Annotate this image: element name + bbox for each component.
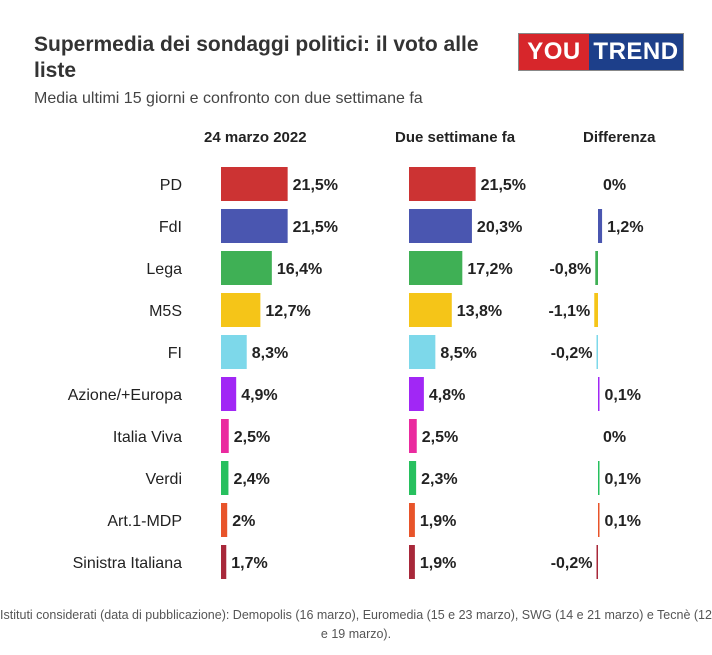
category-label: Azione/+Europa [68, 387, 182, 404]
bar-difference [596, 335, 598, 369]
data-label-difference: 0,1% [605, 513, 641, 530]
data-label-previous: 4,8% [429, 387, 465, 404]
data-label-current: 1,7% [231, 555, 267, 572]
youtrend-logo: YOU TREND [518, 33, 684, 71]
category-label: PD [160, 177, 182, 194]
bar-previous [409, 545, 415, 579]
bar-current [221, 251, 272, 285]
category-label: Lega [146, 261, 182, 278]
data-label-difference: 0,1% [605, 471, 641, 488]
bar-current [221, 461, 229, 495]
category-label: M5S [149, 303, 182, 320]
data-label-previous: 8,5% [440, 345, 476, 362]
category-label: Sinistra Italiana [73, 555, 182, 572]
bar-current [221, 503, 228, 537]
data-label-current: 12,7% [265, 303, 310, 320]
data-label-difference: -1,1% [548, 303, 590, 320]
data-label-previous: 2,5% [422, 429, 458, 446]
logo-you: YOU [519, 34, 589, 70]
bar-current [221, 335, 247, 369]
bar-current [221, 419, 229, 453]
bar-difference [596, 545, 598, 579]
bar-chart: PD 21,5% 21,5% 0% FdI 21,5% 20,3% 1,2% Lega 16,4%… [68, 167, 644, 579]
category-label: Verdi [146, 471, 182, 488]
footnote: Istituti considerati (data di pubblicazi… [0, 608, 712, 641]
bar-previous [409, 419, 417, 453]
data-label-difference: 1,2% [607, 219, 643, 236]
bar-difference [598, 461, 600, 495]
data-label-current: 2,5% [234, 429, 270, 446]
category-label: FI [168, 345, 182, 362]
bar-difference [594, 293, 598, 327]
data-label-previous: 1,9% [420, 513, 456, 530]
bar-previous [409, 503, 415, 537]
data-label-current: 8,3% [252, 345, 288, 362]
data-label-current: 2% [232, 513, 255, 530]
data-label-previous: 2,3% [421, 471, 457, 488]
bar-current [221, 293, 261, 327]
bar-current [221, 167, 288, 201]
category-label: FdI [159, 219, 182, 236]
bar-difference [598, 209, 603, 243]
bar-difference [598, 377, 600, 411]
chart-title: Supermedia dei sondaggi politici: il vot… [34, 33, 479, 82]
data-label-current: 21,5% [293, 219, 338, 236]
bar-previous [409, 461, 417, 495]
data-label-previous: 13,8% [457, 303, 502, 320]
data-label-previous: 21,5% [481, 177, 526, 194]
column-header-previous: Due settimane fa [395, 129, 516, 146]
bar-previous [409, 293, 452, 327]
data-label-current: 4,9% [241, 387, 277, 404]
bar-previous [409, 251, 463, 285]
category-label: Art.1-MDP [107, 513, 182, 530]
column-header-difference: Differenza [583, 129, 656, 146]
bar-previous [409, 209, 472, 243]
bar-previous [409, 377, 424, 411]
data-label-difference: -0,8% [549, 261, 591, 278]
bar-difference [595, 251, 598, 285]
data-label-current: 16,4% [277, 261, 322, 278]
data-label-previous: 17,2% [467, 261, 512, 278]
bar-previous [409, 167, 476, 201]
data-label-difference: 0,1% [605, 387, 641, 404]
chart-subtitle: Media ultimi 15 giorni e confronto con d… [34, 90, 423, 107]
data-label-current: 2,4% [233, 471, 269, 488]
data-label-difference: -0,2% [551, 555, 593, 572]
data-label-difference: 0% [603, 177, 626, 194]
data-label-current: 21,5% [293, 177, 338, 194]
category-label: Italia Viva [113, 429, 182, 446]
data-label-difference: 0% [603, 429, 626, 446]
bar-difference [598, 503, 600, 537]
bar-previous [409, 335, 436, 369]
bar-current [221, 209, 288, 243]
data-label-difference: -0,2% [551, 345, 593, 362]
data-label-previous: 1,9% [420, 555, 456, 572]
bar-current [221, 545, 227, 579]
column-header-current: 24 marzo 2022 [204, 129, 307, 146]
data-label-previous: 20,3% [477, 219, 522, 236]
logo-trend: TREND [589, 34, 683, 70]
bar-current [221, 377, 237, 411]
